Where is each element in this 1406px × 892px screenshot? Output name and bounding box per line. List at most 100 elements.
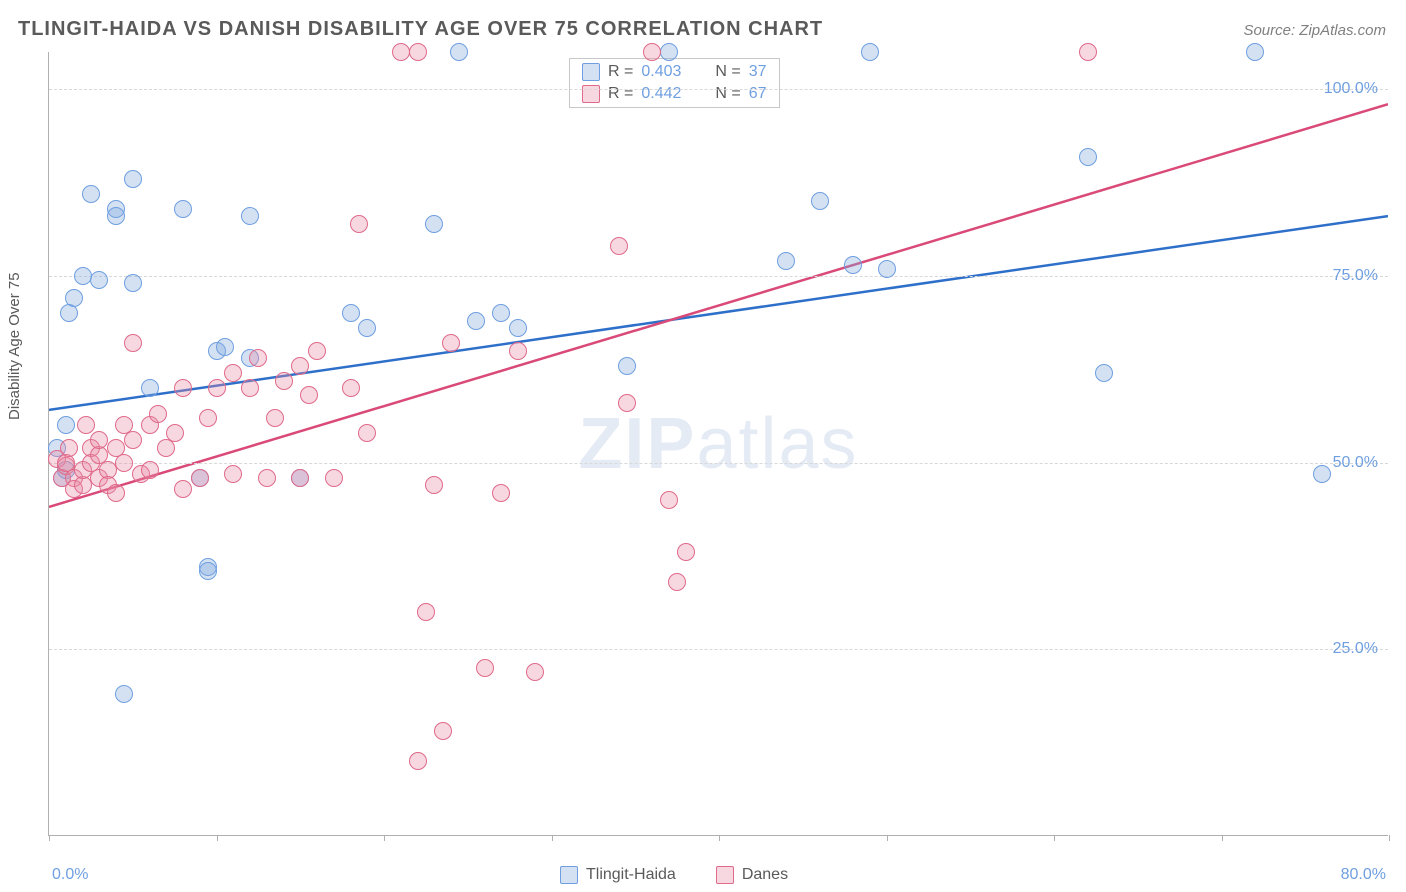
gridline [49, 463, 1388, 464]
data-point [325, 469, 343, 487]
gridline [49, 649, 1388, 650]
data-point [618, 357, 636, 375]
legend-label: Tlingit-Haida [586, 866, 676, 884]
data-point [208, 379, 226, 397]
legend-row: R = 0.403 N = 37 [570, 61, 779, 83]
data-point [450, 43, 468, 61]
data-point [166, 424, 184, 442]
scatter-plot: ZIPatlas R = 0.403N = 37R = 0.442N = 67 … [48, 52, 1388, 836]
data-point [300, 386, 318, 404]
x-tick [1222, 835, 1223, 841]
data-point [82, 185, 100, 203]
data-point [174, 480, 192, 498]
n-label: N = [715, 85, 740, 103]
data-point [492, 484, 510, 502]
r-label: R = [608, 85, 633, 103]
r-value: 0.403 [641, 63, 681, 81]
data-point [291, 469, 309, 487]
data-point [60, 439, 78, 457]
data-point [358, 424, 376, 442]
data-point [308, 342, 326, 360]
data-point [844, 256, 862, 274]
data-point [442, 334, 460, 352]
data-point [1313, 465, 1331, 483]
data-point [199, 562, 217, 580]
data-point [199, 409, 217, 427]
data-point [358, 319, 376, 337]
data-point [124, 334, 142, 352]
data-point [417, 603, 435, 621]
x-axis-min-label: 0.0% [52, 866, 88, 884]
legend-swatch [716, 866, 734, 884]
legend-swatch [582, 63, 600, 81]
data-point [467, 312, 485, 330]
data-point [1079, 43, 1097, 61]
data-point [392, 43, 410, 61]
data-point [660, 491, 678, 509]
data-point [107, 484, 125, 502]
r-label: R = [608, 63, 633, 81]
data-point [1246, 43, 1264, 61]
data-point [275, 372, 293, 390]
r-value: 0.442 [641, 85, 681, 103]
data-point [90, 431, 108, 449]
trend-line [49, 104, 1388, 507]
data-point [174, 200, 192, 218]
data-point [1079, 148, 1097, 166]
y-tick-label: 50.0% [1333, 454, 1378, 472]
n-value: 67 [749, 85, 767, 103]
data-point [174, 379, 192, 397]
x-tick [1054, 835, 1055, 841]
x-tick [887, 835, 888, 841]
data-point [241, 207, 259, 225]
data-point [141, 379, 159, 397]
data-point [660, 43, 678, 61]
x-axis-max-label: 80.0% [1341, 866, 1386, 884]
x-tick [1389, 835, 1390, 841]
data-point [610, 237, 628, 255]
data-point [509, 342, 527, 360]
data-point [434, 722, 452, 740]
data-point [90, 271, 108, 289]
x-tick [552, 835, 553, 841]
data-point [476, 659, 494, 677]
data-point [191, 469, 209, 487]
data-point [409, 43, 427, 61]
data-point [77, 416, 95, 434]
data-point [115, 454, 133, 472]
data-point [124, 431, 142, 449]
data-point [266, 409, 284, 427]
data-point [492, 304, 510, 322]
y-tick-label: 75.0% [1333, 267, 1378, 285]
watermark: ZIPatlas [578, 403, 858, 485]
gridline [49, 89, 1388, 90]
x-tick [217, 835, 218, 841]
data-point [1095, 364, 1113, 382]
n-label: N = [715, 63, 740, 81]
n-value: 37 [749, 63, 767, 81]
data-point [777, 252, 795, 270]
data-point [241, 379, 259, 397]
data-point [677, 543, 695, 561]
y-tick-label: 100.0% [1324, 80, 1378, 98]
data-point [811, 192, 829, 210]
data-point [124, 170, 142, 188]
legend-item: Tlingit-Haida [560, 866, 676, 884]
x-tick [719, 835, 720, 841]
data-point [141, 461, 159, 479]
data-point [224, 364, 242, 382]
trend-lines [49, 52, 1388, 835]
y-axis-label: Disability Age Over 75 [6, 272, 23, 420]
data-point [425, 476, 443, 494]
chart-title: TLINGIT-HAIDA VS DANISH DISABILITY AGE O… [18, 18, 823, 41]
data-point [291, 357, 309, 375]
legend-row: R = 0.442 N = 67 [570, 83, 779, 105]
data-point [509, 319, 527, 337]
data-point [216, 338, 234, 356]
legend-swatch [582, 85, 600, 103]
legend-swatch [560, 866, 578, 884]
data-point [342, 379, 360, 397]
data-point [861, 43, 879, 61]
data-point [350, 215, 368, 233]
legend-item: Danes [716, 866, 788, 884]
